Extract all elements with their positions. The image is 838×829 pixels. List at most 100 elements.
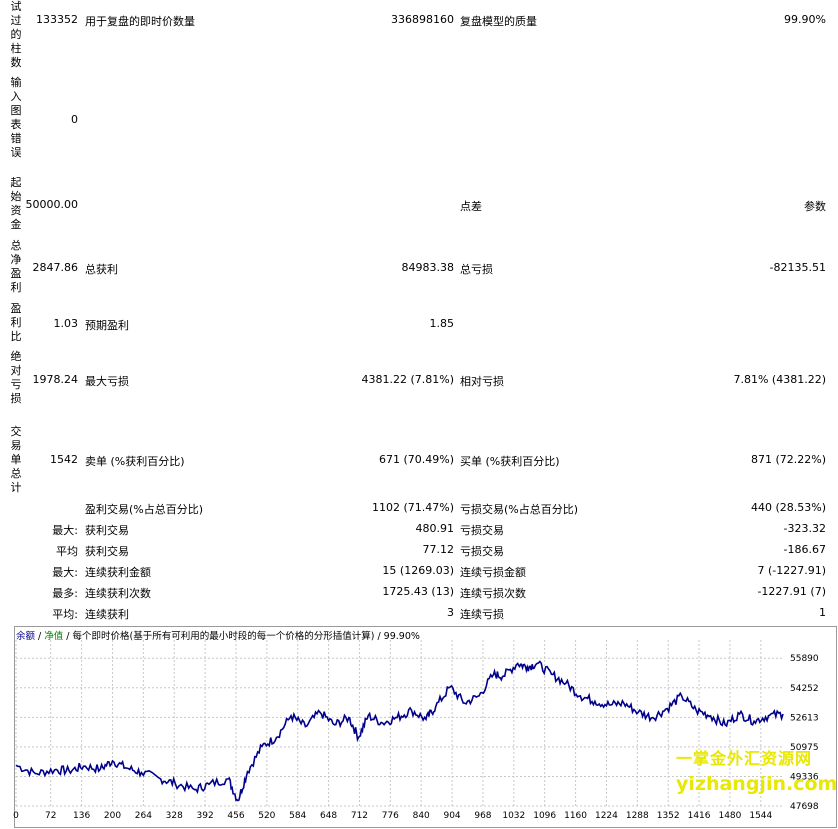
average-profit-value: 77.12 bbox=[422, 543, 455, 556]
x-tick-label: 1544 bbox=[749, 811, 772, 821]
net-profit-label: 总净盈利 bbox=[10, 239, 22, 294]
row-prefix: 平均 bbox=[56, 545, 78, 558]
short-trades-value: 671 (70.49%) bbox=[378, 453, 454, 466]
ticks-label: 用于复盘的即时价数量 bbox=[85, 15, 195, 28]
max-consecutive-profit-value: 1725.43 (13) bbox=[382, 585, 454, 598]
balance-chart-frame bbox=[14, 626, 837, 828]
max-consecutive-losses-value: 7 (-1227.91) bbox=[757, 564, 826, 577]
max-consecutive-loss-value: -1227.91 (7) bbox=[757, 585, 826, 598]
spread-label: 点差 bbox=[460, 200, 482, 213]
x-tick-label: 136 bbox=[73, 811, 90, 821]
largest-loss-value: -323.32 bbox=[783, 522, 826, 535]
x-tick-label: 456 bbox=[227, 811, 244, 821]
x-tick-label: 904 bbox=[443, 811, 460, 821]
x-tick-label: 776 bbox=[382, 811, 399, 821]
balance-line bbox=[15, 660, 784, 802]
x-tick-label: 1032 bbox=[502, 811, 525, 821]
short-trades-label: 卖单 (%获利百分比) bbox=[85, 455, 185, 468]
row-prefix: 最大: bbox=[52, 524, 78, 537]
total-trades-value: 1542 bbox=[50, 453, 78, 466]
max-drawdown-label: 最大亏损 bbox=[85, 375, 129, 388]
average-loss-label: 亏损交易 bbox=[460, 545, 504, 558]
watermark-text: 一掌金外汇资源网 bbox=[676, 749, 813, 768]
y-tick-label: 50975 bbox=[790, 743, 819, 753]
max-drawdown-value: 4381.22 (7.81%) bbox=[361, 373, 454, 386]
chart-subtitle: / 每个即时价格(基于所有可利用的最小时段的每一个价格的分形插值计算) / 99… bbox=[63, 631, 420, 642]
x-tick-label: 584 bbox=[289, 811, 306, 821]
bars-tested-value: 133352 bbox=[36, 13, 78, 26]
y-tick-label: 54252 bbox=[790, 684, 819, 694]
legend-separator: / bbox=[35, 631, 45, 642]
y-tick-label: 52613 bbox=[790, 713, 819, 723]
gross-loss-label: 总亏损 bbox=[460, 263, 493, 276]
x-tick-label: 840 bbox=[413, 811, 430, 821]
chart-errors-value: 0 bbox=[71, 113, 78, 126]
long-trades-label: 买单 (%获利百分比) bbox=[460, 455, 560, 468]
relative-drawdown-value: 7.81% (4381.22) bbox=[733, 373, 826, 386]
x-tick-label: 328 bbox=[166, 811, 183, 821]
largest-profit-label: 获利交易 bbox=[85, 524, 129, 537]
x-tick-label: 1352 bbox=[657, 811, 680, 821]
y-tick-label: 47698 bbox=[790, 802, 819, 812]
bars-tested-label: 试过的柱数 bbox=[10, 0, 22, 69]
row-prefix: 平均: bbox=[52, 608, 78, 621]
x-tick-label: 1224 bbox=[595, 811, 618, 821]
row-prefix: 最大: bbox=[52, 566, 78, 579]
max-consecutive-loss-label: 连续亏损次数 bbox=[460, 587, 526, 600]
long-trades-value: 871 (72.22%) bbox=[750, 453, 826, 466]
x-tick-label: 968 bbox=[474, 811, 491, 821]
y-tick-label: 55890 bbox=[790, 654, 819, 664]
expected-payoff-label: 预期盈利 bbox=[85, 319, 129, 332]
loss-trades-value: 440 (28.53%) bbox=[750, 501, 826, 514]
x-tick-label: 1096 bbox=[533, 811, 556, 821]
x-tick-label: 1160 bbox=[564, 811, 587, 821]
max-consecutive-profit-label: 连续获利次数 bbox=[85, 587, 151, 600]
max-consecutive-losses-label: 连续亏损金额 bbox=[460, 566, 526, 579]
balance-legend: 余额 bbox=[16, 631, 36, 642]
x-tick-label: 392 bbox=[197, 811, 214, 821]
spread-value: 参数 bbox=[804, 200, 826, 213]
x-tick-label: 1288 bbox=[626, 811, 649, 821]
x-tick-label: 520 bbox=[258, 811, 275, 821]
ticks-value: 336898160 bbox=[391, 13, 454, 26]
row-prefix: 最多: bbox=[52, 587, 78, 600]
initial-deposit-label: 起始资金 bbox=[10, 176, 22, 231]
largest-loss-label: 亏损交易 bbox=[460, 524, 504, 537]
gross-loss-value: -82135.51 bbox=[769, 261, 826, 274]
net-profit-value: 2847.86 bbox=[32, 261, 79, 274]
average-profit-label: 获利交易 bbox=[85, 545, 129, 558]
x-tick-label: 0 bbox=[13, 811, 19, 821]
chart-header: 余额 / 净值 / 每个即时价格(基于所有可利用的最小时段的每一个价格的分形插值… bbox=[16, 628, 420, 642]
relative-drawdown-label: 相对亏损 bbox=[460, 375, 504, 388]
watermark-url: yizhangjin.com bbox=[676, 773, 838, 795]
average-consecutive-wins-label: 连续获利 bbox=[85, 608, 129, 621]
gross-profit-value: 84983.38 bbox=[401, 261, 455, 274]
total-trades-label: 交易单总计 bbox=[10, 425, 22, 494]
loss-trades-label: 亏损交易(%占总百分比) bbox=[460, 503, 579, 516]
x-tick-label: 712 bbox=[351, 811, 368, 821]
profit-factor-label: 盈利比 bbox=[10, 302, 22, 343]
x-tick-label: 200 bbox=[104, 811, 121, 821]
profit-factor-value: 1.03 bbox=[53, 317, 79, 330]
x-tick-label: 72 bbox=[45, 811, 56, 821]
quality-label: 复盘模型的质量 bbox=[460, 15, 537, 28]
y-tick-label: 49336 bbox=[790, 772, 819, 782]
average-consecutive-losses-value: 1 bbox=[819, 606, 826, 619]
max-consecutive-wins-label: 连续获利金额 bbox=[85, 566, 151, 579]
x-tick-label: 264 bbox=[135, 811, 152, 821]
profit-trades-label: 盈利交易(%占总百分比) bbox=[85, 503, 204, 516]
x-tick-label: 1480 bbox=[718, 811, 741, 821]
quality-value: 99.90% bbox=[784, 13, 826, 26]
average-consecutive-losses-label: 连续亏损 bbox=[460, 608, 504, 621]
average-loss-value: -186.67 bbox=[783, 543, 826, 556]
gross-profit-label: 总获利 bbox=[85, 263, 118, 276]
initial-deposit-value: 50000.00 bbox=[25, 198, 79, 211]
profit-trades-value: 1102 (71.47%) bbox=[371, 501, 454, 514]
absolute-drawdown-label: 绝对亏损 bbox=[10, 350, 22, 405]
equity-legend: 净值 bbox=[44, 631, 64, 642]
average-consecutive-wins-value: 3 bbox=[447, 606, 454, 619]
absolute-drawdown-value: 1978.24 bbox=[32, 373, 79, 386]
x-tick-label: 1416 bbox=[688, 811, 711, 821]
expected-payoff-value: 1.85 bbox=[429, 317, 455, 330]
